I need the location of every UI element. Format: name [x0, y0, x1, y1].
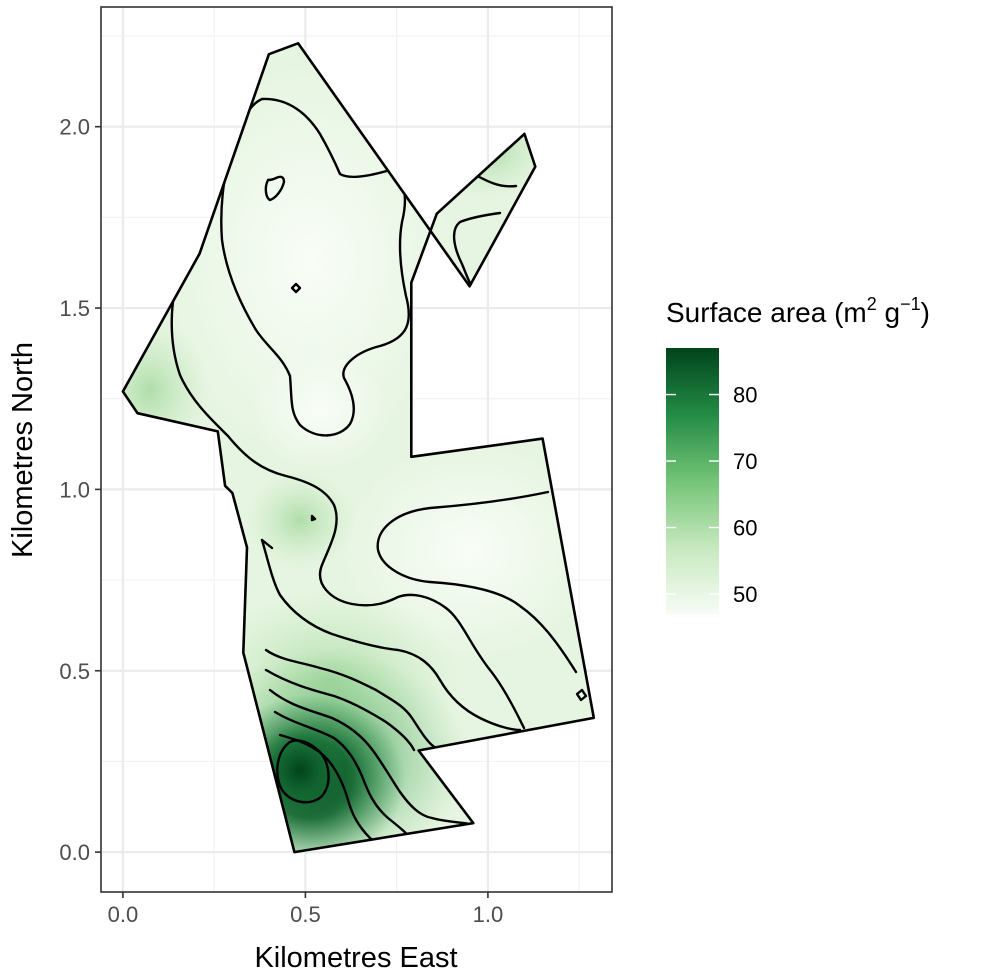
- x-axis: 0.0 0.5 1.0: [108, 892, 504, 927]
- legend-tick-label: 70: [733, 449, 757, 474]
- y-axis: 0.0 0.5 1.0 1.5 2.0: [59, 115, 101, 865]
- y-tick-label: 1.5: [59, 296, 90, 321]
- contour-line: [268, 688, 472, 826]
- legend-title: Surface area (m2 g−1): [666, 294, 930, 328]
- x-tick-label: 0.0: [108, 902, 139, 927]
- panel-border: [100, 6, 613, 893]
- contour-line: [264, 648, 438, 750]
- legend-ticks: 50 60 70 80: [666, 383, 757, 607]
- x-axis-label: Kilometres East: [254, 942, 457, 974]
- y-tick-label: 0.0: [59, 840, 90, 865]
- contour-line: [264, 175, 286, 202]
- contour-line: [310, 514, 317, 522]
- contour-line: [170, 268, 526, 730]
- contour-line: [260, 538, 522, 732]
- contour-line: [273, 710, 416, 844]
- x-tick-label: 0.5: [290, 902, 321, 927]
- x-tick-label: 1.0: [473, 902, 504, 927]
- contour-line: [376, 490, 578, 674]
- y-tick-label: 1.0: [59, 477, 90, 502]
- field-boundary: [121, 42, 596, 854]
- legend-colorbar: [666, 348, 719, 614]
- legend-tick-label: 80: [733, 383, 757, 408]
- legend: Surface area (m2 g−1) 50 60 70 80: [666, 294, 930, 614]
- contour-line: [276, 739, 330, 804]
- contour-line: [290, 282, 302, 294]
- contour-line: [260, 538, 274, 550]
- y-tick-label: 0.5: [59, 659, 90, 684]
- y-axis-label: Kilometres North: [7, 342, 39, 558]
- legend-tick-label: 60: [733, 516, 757, 541]
- legend-tick-label: 50: [733, 582, 757, 607]
- contour-line: [220, 97, 410, 437]
- contour-line: [452, 211, 502, 292]
- contour-line: [575, 688, 588, 702]
- contour-line: [264, 668, 416, 752]
- y-tick-label: 2.0: [59, 115, 90, 140]
